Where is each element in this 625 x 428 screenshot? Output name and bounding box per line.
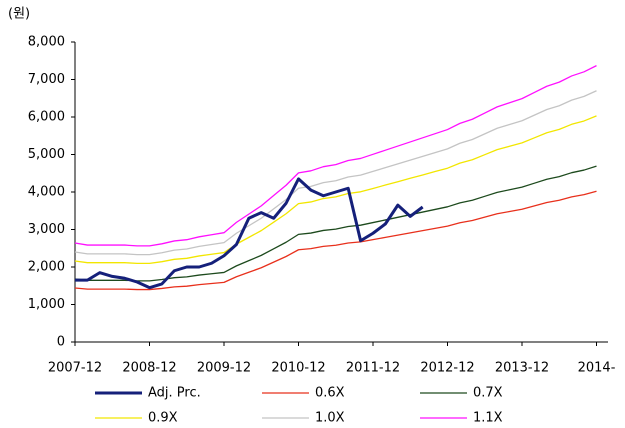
series-line — [74, 190, 597, 291]
y-tick-label: 5,000 — [28, 147, 65, 162]
series-line — [74, 65, 597, 247]
x-tick-label: 2008-12 — [122, 361, 176, 376]
legend-label: Adj. Prc. — [148, 386, 201, 401]
legend-label: 1.1X — [473, 411, 503, 426]
x-tick-label: 2012-12 — [420, 361, 474, 376]
legend-label: 1.0X — [315, 411, 345, 426]
series-line — [75, 177, 424, 290]
y-tick-label: 3,000 — [28, 222, 65, 237]
series-line — [74, 115, 597, 265]
unit-label: (원) — [8, 7, 30, 22]
x-tick-label: 2014- — [578, 361, 616, 376]
x-tick-label: 2011-12 — [346, 361, 400, 376]
y-tick-label: 6,000 — [28, 110, 65, 125]
y-tick-label: 4,000 — [28, 185, 65, 200]
y-tick-label: 2,000 — [28, 260, 65, 275]
series-line — [74, 90, 597, 256]
legend-label: 0.9X — [148, 411, 178, 426]
legend-label: 0.7X — [473, 386, 503, 401]
y-tick-label: 8,000 — [28, 35, 65, 50]
x-tick-label: 2010-12 — [271, 361, 325, 376]
y-tick-label: 0 — [57, 335, 65, 350]
x-tick-label: 2013-12 — [495, 361, 549, 376]
y-tick-label: 7,000 — [28, 72, 65, 87]
y-tick-label: 1,000 — [28, 297, 65, 312]
legend-label: 0.6X — [315, 386, 345, 401]
x-tick-label: 2009-12 — [197, 361, 251, 376]
x-tick-label: 2007-12 — [48, 361, 102, 376]
series-line — [74, 165, 597, 282]
